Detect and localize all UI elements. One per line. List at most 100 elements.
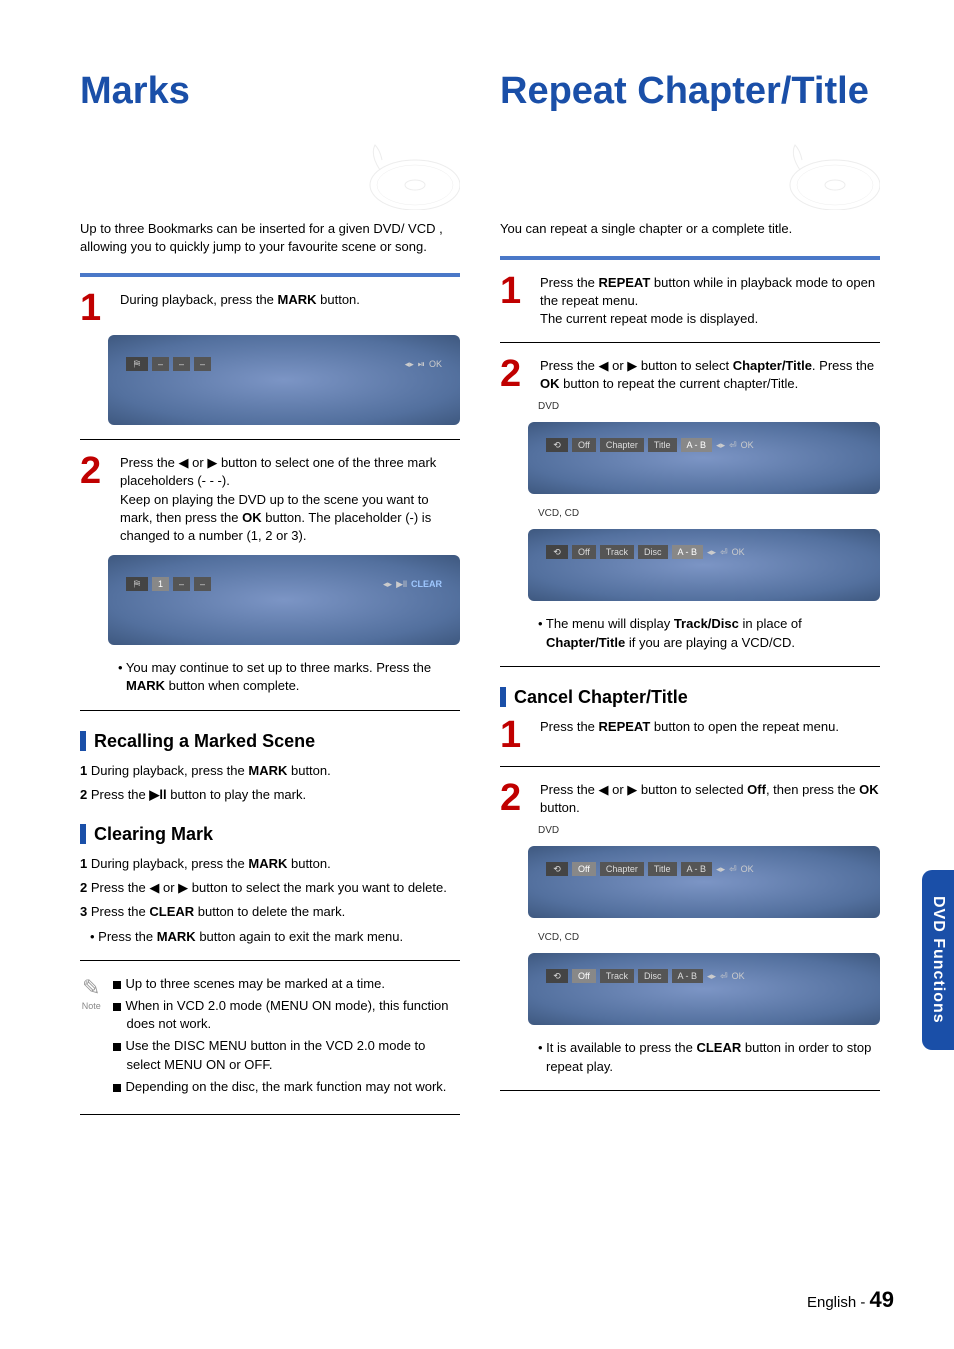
repeat-icon: ⟲ bbox=[546, 862, 568, 876]
note-text: Use the DISC MENU button in the VCD 2.0 … bbox=[126, 1038, 426, 1072]
right-intro: You can repeat a single chapter or a com… bbox=[500, 220, 880, 238]
marks-title: Marks bbox=[80, 70, 460, 113]
cancel-step-1: 1 Press the REPEAT button to open the re… bbox=[500, 718, 880, 752]
pencil-icon: ✎ bbox=[80, 975, 103, 1001]
heading-bar-icon bbox=[80, 731, 86, 751]
osd-seg: Disc bbox=[638, 545, 668, 559]
arrows-icon: ◂▸ bbox=[383, 579, 392, 590]
osd-repeat-vcd: ⟲ Off Track Disc A - B ◂▸ ⏎ OK bbox=[528, 529, 880, 601]
note-item: Up to three scenes may be marked at a ti… bbox=[113, 975, 460, 994]
osd-slot: – bbox=[194, 577, 211, 591]
bookmark-icon: ⛿ bbox=[126, 577, 148, 591]
recall-heading-row: Recalling a Marked Scene bbox=[80, 731, 460, 752]
footer-sep: - bbox=[856, 1294, 869, 1311]
repeat-icon: ⟲ bbox=[546, 969, 568, 983]
side-tab: DVD Functions bbox=[922, 870, 954, 1050]
ok-label: OK bbox=[741, 440, 754, 450]
osd-seg: Off bbox=[572, 438, 596, 452]
cancel-heading: Cancel Chapter/Title bbox=[514, 687, 688, 708]
repeat-title: Repeat Chapter/Title bbox=[500, 70, 880, 113]
vcd-label: VCD, CD bbox=[538, 508, 880, 519]
ok-label: OK bbox=[732, 547, 745, 557]
clear-step-3: 3 Press the CLEAR button to delete the m… bbox=[80, 903, 460, 921]
osd-seg: Track bbox=[600, 969, 634, 983]
disc-graphic-icon bbox=[740, 110, 880, 210]
clear-label: CLEAR bbox=[411, 579, 442, 589]
osd-cancel-vcd: ⟲ Off Track Disc A - B ◂▸ ⏎ OK bbox=[528, 953, 880, 1025]
text: button. bbox=[317, 292, 360, 307]
note-item: When in VCD 2.0 mode (MENU ON mode), thi… bbox=[113, 997, 460, 1035]
left-step-2: 2 Press the ◀ or ▶ button to select one … bbox=[80, 454, 460, 545]
enter-icon: ⏎ bbox=[729, 864, 737, 875]
osd-seg: Disc bbox=[638, 969, 668, 983]
clear-heading: Clearing Mark bbox=[94, 824, 213, 845]
right-step-1: 1 Press the REPEAT button while in playb… bbox=[500, 274, 880, 329]
note-list: Up to three scenes may be marked at a ti… bbox=[113, 975, 460, 1100]
arrows-icon: ◂▸ bbox=[707, 971, 716, 982]
arrows-icon: ◂▸ bbox=[716, 864, 725, 875]
osd-slot: – bbox=[194, 357, 211, 371]
osd-seg-selected: A - B bbox=[672, 545, 704, 559]
heading-bar-icon bbox=[500, 687, 506, 707]
vcd-label: VCD, CD bbox=[538, 932, 880, 943]
arrows-icon: ◂▸ bbox=[716, 440, 725, 451]
osd-seg: Off bbox=[572, 545, 596, 559]
dvd-label: DVD bbox=[538, 825, 880, 836]
right-column: Repeat Chapter/Title You can repeat a si… bbox=[500, 70, 880, 1129]
playpause-icon: ▶ll bbox=[396, 579, 407, 590]
step-2-note: • You may continue to set up to three ma… bbox=[118, 659, 460, 695]
recall-step-2: 2 Press the ▶ll button to play the mark. bbox=[80, 786, 460, 804]
osd-seg: Chapter bbox=[600, 438, 644, 452]
step-number: 1 bbox=[80, 291, 108, 325]
divider bbox=[500, 342, 880, 343]
note-box: ✎ Note Up to three scenes may be marked … bbox=[80, 975, 460, 1100]
left-step-1: 1 During playback, press the MARK button… bbox=[80, 291, 460, 325]
bookmark-icon: ⛿ bbox=[126, 357, 148, 371]
osd-repeat-dvd: ⟲ Off Chapter Title A - B ◂▸ ⏎ OK bbox=[528, 422, 880, 494]
text-line: Press the ◀ or ▶ button to select one of… bbox=[120, 455, 436, 488]
note-item: Depending on the disc, the mark function… bbox=[113, 1078, 460, 1097]
cancel-step-2: 2 Press the ◀ or ▶ button to selected Of… bbox=[500, 781, 880, 817]
step-text: Press the REPEAT button to open the repe… bbox=[540, 718, 880, 752]
note-text: Depending on the disc, the mark function… bbox=[126, 1079, 447, 1094]
dvd-label: DVD bbox=[538, 401, 880, 412]
osd-seg: A - B bbox=[672, 969, 704, 983]
step-number: 1 bbox=[500, 718, 528, 752]
clear-step-3b: • Press the MARK button again to exit th… bbox=[80, 928, 460, 946]
osd-slot-selected: 1 bbox=[152, 577, 169, 591]
step-number: 2 bbox=[80, 454, 108, 545]
osd-slot: – bbox=[173, 577, 190, 591]
note-item: Use the DISC MENU button in the VCD 2.0 … bbox=[113, 1037, 460, 1075]
note-label: Note bbox=[80, 1001, 103, 1011]
osd-slot: – bbox=[152, 357, 169, 371]
right-step-2: 2 Press the ◀ or ▶ button to select Chap… bbox=[500, 357, 880, 393]
recall-heading: Recalling a Marked Scene bbox=[94, 731, 315, 752]
text: During playback, press the bbox=[120, 292, 278, 307]
step-text: Press the ◀ or ▶ button to select one of… bbox=[120, 454, 460, 545]
clear-step-1: 1 During playback, press the MARK button… bbox=[80, 855, 460, 873]
note-text: Up to three scenes may be marked at a ti… bbox=[126, 976, 385, 991]
text-line: Keep on playing the DVD up to the scene … bbox=[120, 492, 431, 543]
disc-graphic-icon bbox=[320, 110, 460, 210]
ok-label: OK bbox=[732, 971, 745, 981]
footer-lang: English bbox=[807, 1294, 856, 1311]
step-text: Press the ◀ or ▶ button to select Chapte… bbox=[540, 357, 880, 393]
divider bbox=[80, 273, 460, 277]
divider bbox=[80, 960, 460, 961]
divider bbox=[80, 1114, 460, 1115]
divider bbox=[500, 666, 880, 667]
enter-icon: ⏎ bbox=[720, 547, 728, 558]
osd-seg: Chapter bbox=[600, 862, 644, 876]
recall-step-1: 1 During playback, press the MARK button… bbox=[80, 762, 460, 780]
step-number: 1 bbox=[500, 274, 528, 329]
footer-page: 49 bbox=[870, 1287, 894, 1312]
left-column: Marks Up to three Bookmarks can be inser… bbox=[80, 70, 460, 1129]
text-bold: MARK bbox=[278, 292, 317, 307]
divider bbox=[500, 1090, 880, 1091]
repeat-icon: ⟲ bbox=[546, 438, 568, 452]
step-number: 2 bbox=[500, 781, 528, 817]
repeat-icon: ⟲ bbox=[546, 545, 568, 559]
heading-bar-icon bbox=[80, 824, 86, 844]
enter-icon: ⏎ bbox=[729, 440, 737, 451]
osd-seg: Title bbox=[648, 438, 677, 452]
